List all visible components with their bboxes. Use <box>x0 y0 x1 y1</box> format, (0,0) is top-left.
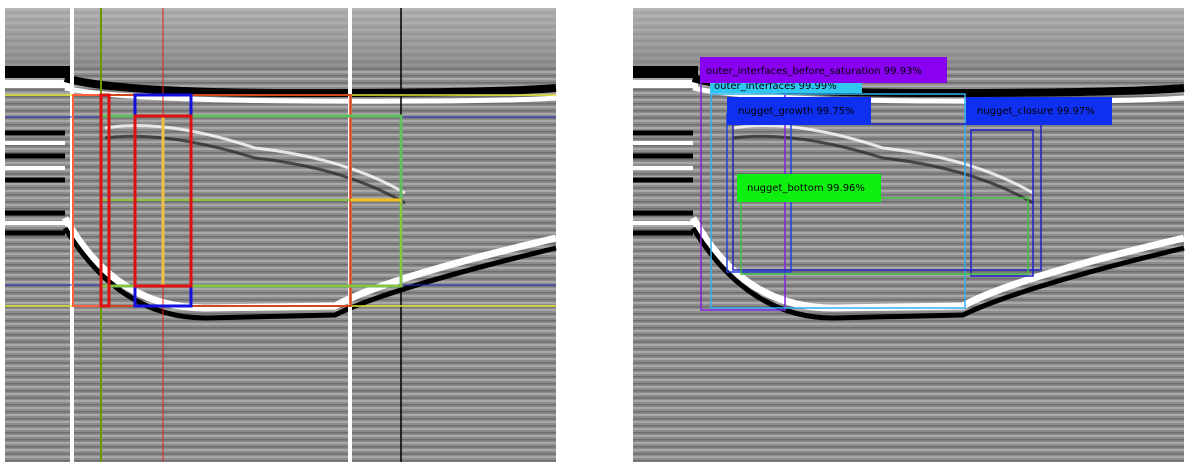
screen: outer_interfaces 99.99% outer_interfaces… <box>0 0 1189 462</box>
detection-label: nugget_closure 99.97% <box>977 106 1095 117</box>
detection-label: nugget_growth 99.75% <box>738 106 855 117</box>
left-scan <box>5 8 556 462</box>
detection-label: nugget_bottom 99.96% <box>747 183 865 194</box>
detection-label: outer_interfaces_before_saturation 99.93… <box>706 66 922 77</box>
